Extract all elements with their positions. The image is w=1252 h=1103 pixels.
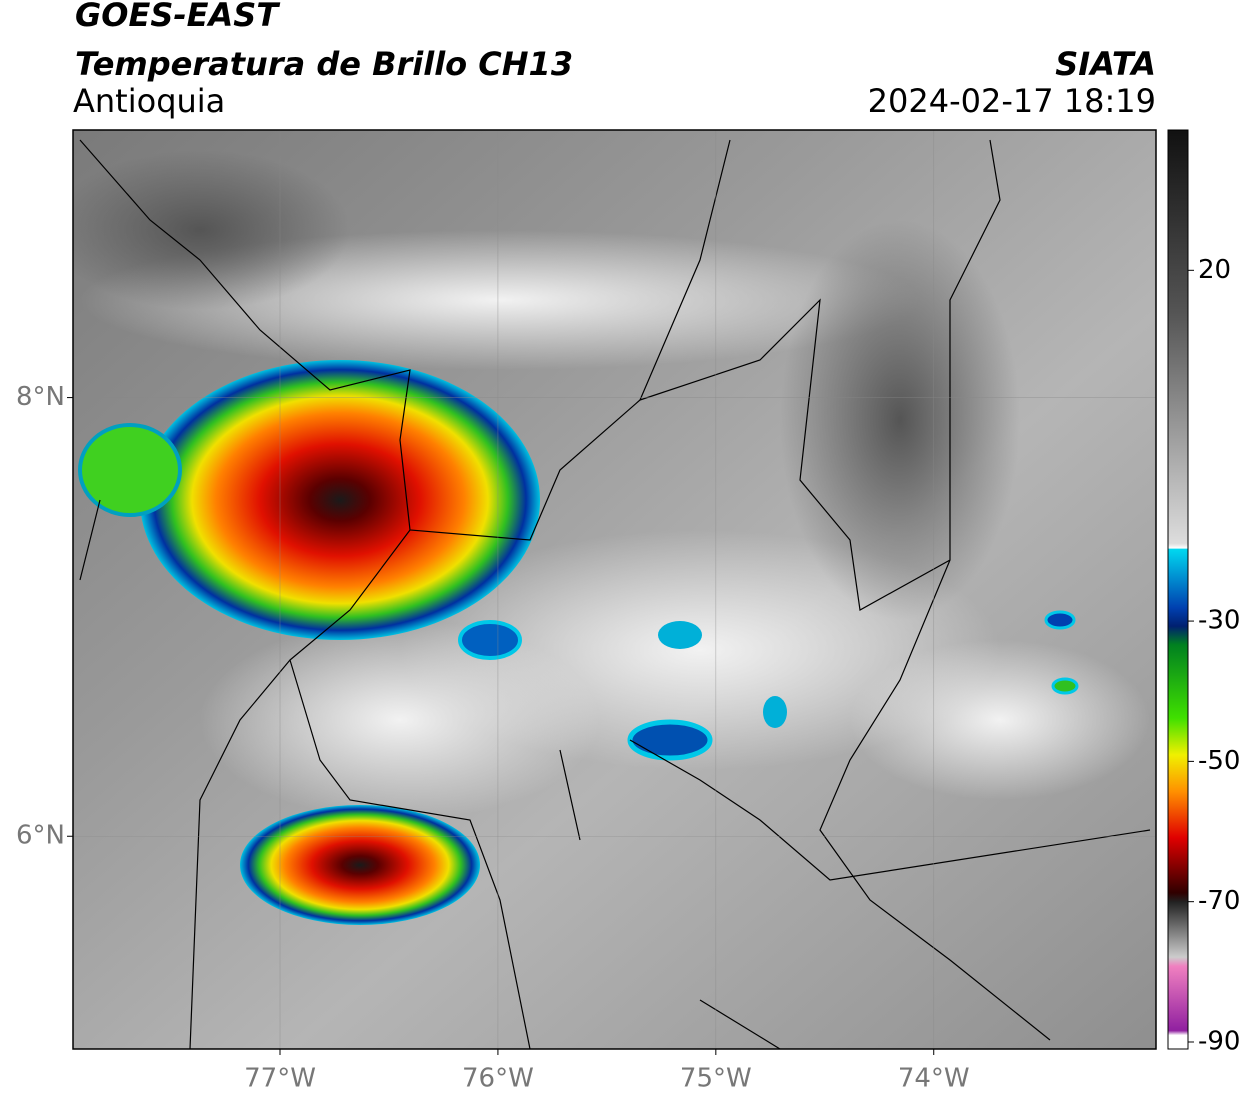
- lat-tick-label: 6°N: [16, 821, 65, 851]
- colorbar-tick-label: -90: [1198, 1026, 1240, 1056]
- colorbar-tick-label: -70: [1198, 886, 1240, 916]
- lon-tick-label: 75°W: [680, 1064, 752, 1094]
- colorbar: [1167, 129, 1189, 1050]
- datetime: 2024-02-17 18:19: [868, 82, 1156, 120]
- region: Antioquia: [73, 82, 225, 120]
- lon-tick-label: 74°W: [898, 1064, 970, 1094]
- gridlines: [73, 130, 1156, 1049]
- colorbar-tick-label: -50: [1198, 746, 1240, 776]
- lat-tick-label: 8°N: [16, 382, 65, 412]
- source: SIATA: [1055, 45, 1156, 83]
- title: GOES-EAST: [75, 0, 280, 34]
- product: Temperatura de Brillo CH13: [75, 45, 573, 83]
- colorbar-tick-label: -30: [1198, 606, 1240, 636]
- imagery: [73, 130, 1156, 1049]
- lon-tick-label: 76°W: [462, 1064, 534, 1094]
- lon-tick-label: 77°W: [244, 1064, 316, 1094]
- colorbar-tick-label: 20: [1198, 255, 1231, 285]
- map-frame: [72, 129, 1157, 1050]
